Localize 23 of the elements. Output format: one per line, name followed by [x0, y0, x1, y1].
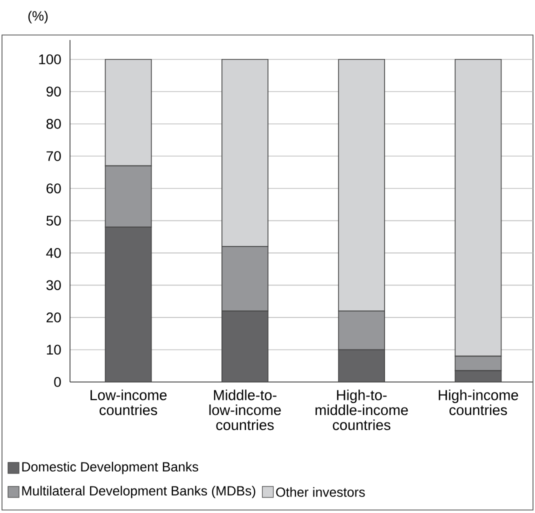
y-tick-label: 20 [46, 312, 61, 322]
bar [454, 370, 502, 382]
y-tick-label: 50 [46, 216, 61, 226]
y-tick-label: 100 [39, 54, 61, 64]
x-tick-label: High-to-middle-income countries [316, 390, 408, 430]
y-tick-label: 40 [46, 248, 61, 258]
y-axis-title: (%) [28, 10, 48, 24]
y-tick-label: 10 [46, 344, 61, 355]
legend-label: Other investors [276, 487, 365, 497]
x-tick-label: Middle-to-low-income countries [209, 390, 281, 430]
bar [222, 310, 268, 382]
x-tick-label: High-income countries [438, 390, 518, 416]
bar [338, 349, 386, 382]
y-tick-label: 70 [46, 151, 61, 162]
x-tick-label: Low-income countries [90, 390, 167, 416]
y-tick-label: 30 [46, 280, 61, 290]
y-tick-label: 0 [54, 377, 61, 387]
y-tick-label: 80 [46, 118, 61, 129]
y-tick-label: 60 [46, 183, 61, 194]
bar [104, 226, 152, 382]
legend-label: Domestic Development Banks [22, 462, 198, 474]
legend-label: Multilateral Development Banks (MDBs) [22, 486, 256, 498]
y-tick-label: 90 [46, 86, 61, 97]
